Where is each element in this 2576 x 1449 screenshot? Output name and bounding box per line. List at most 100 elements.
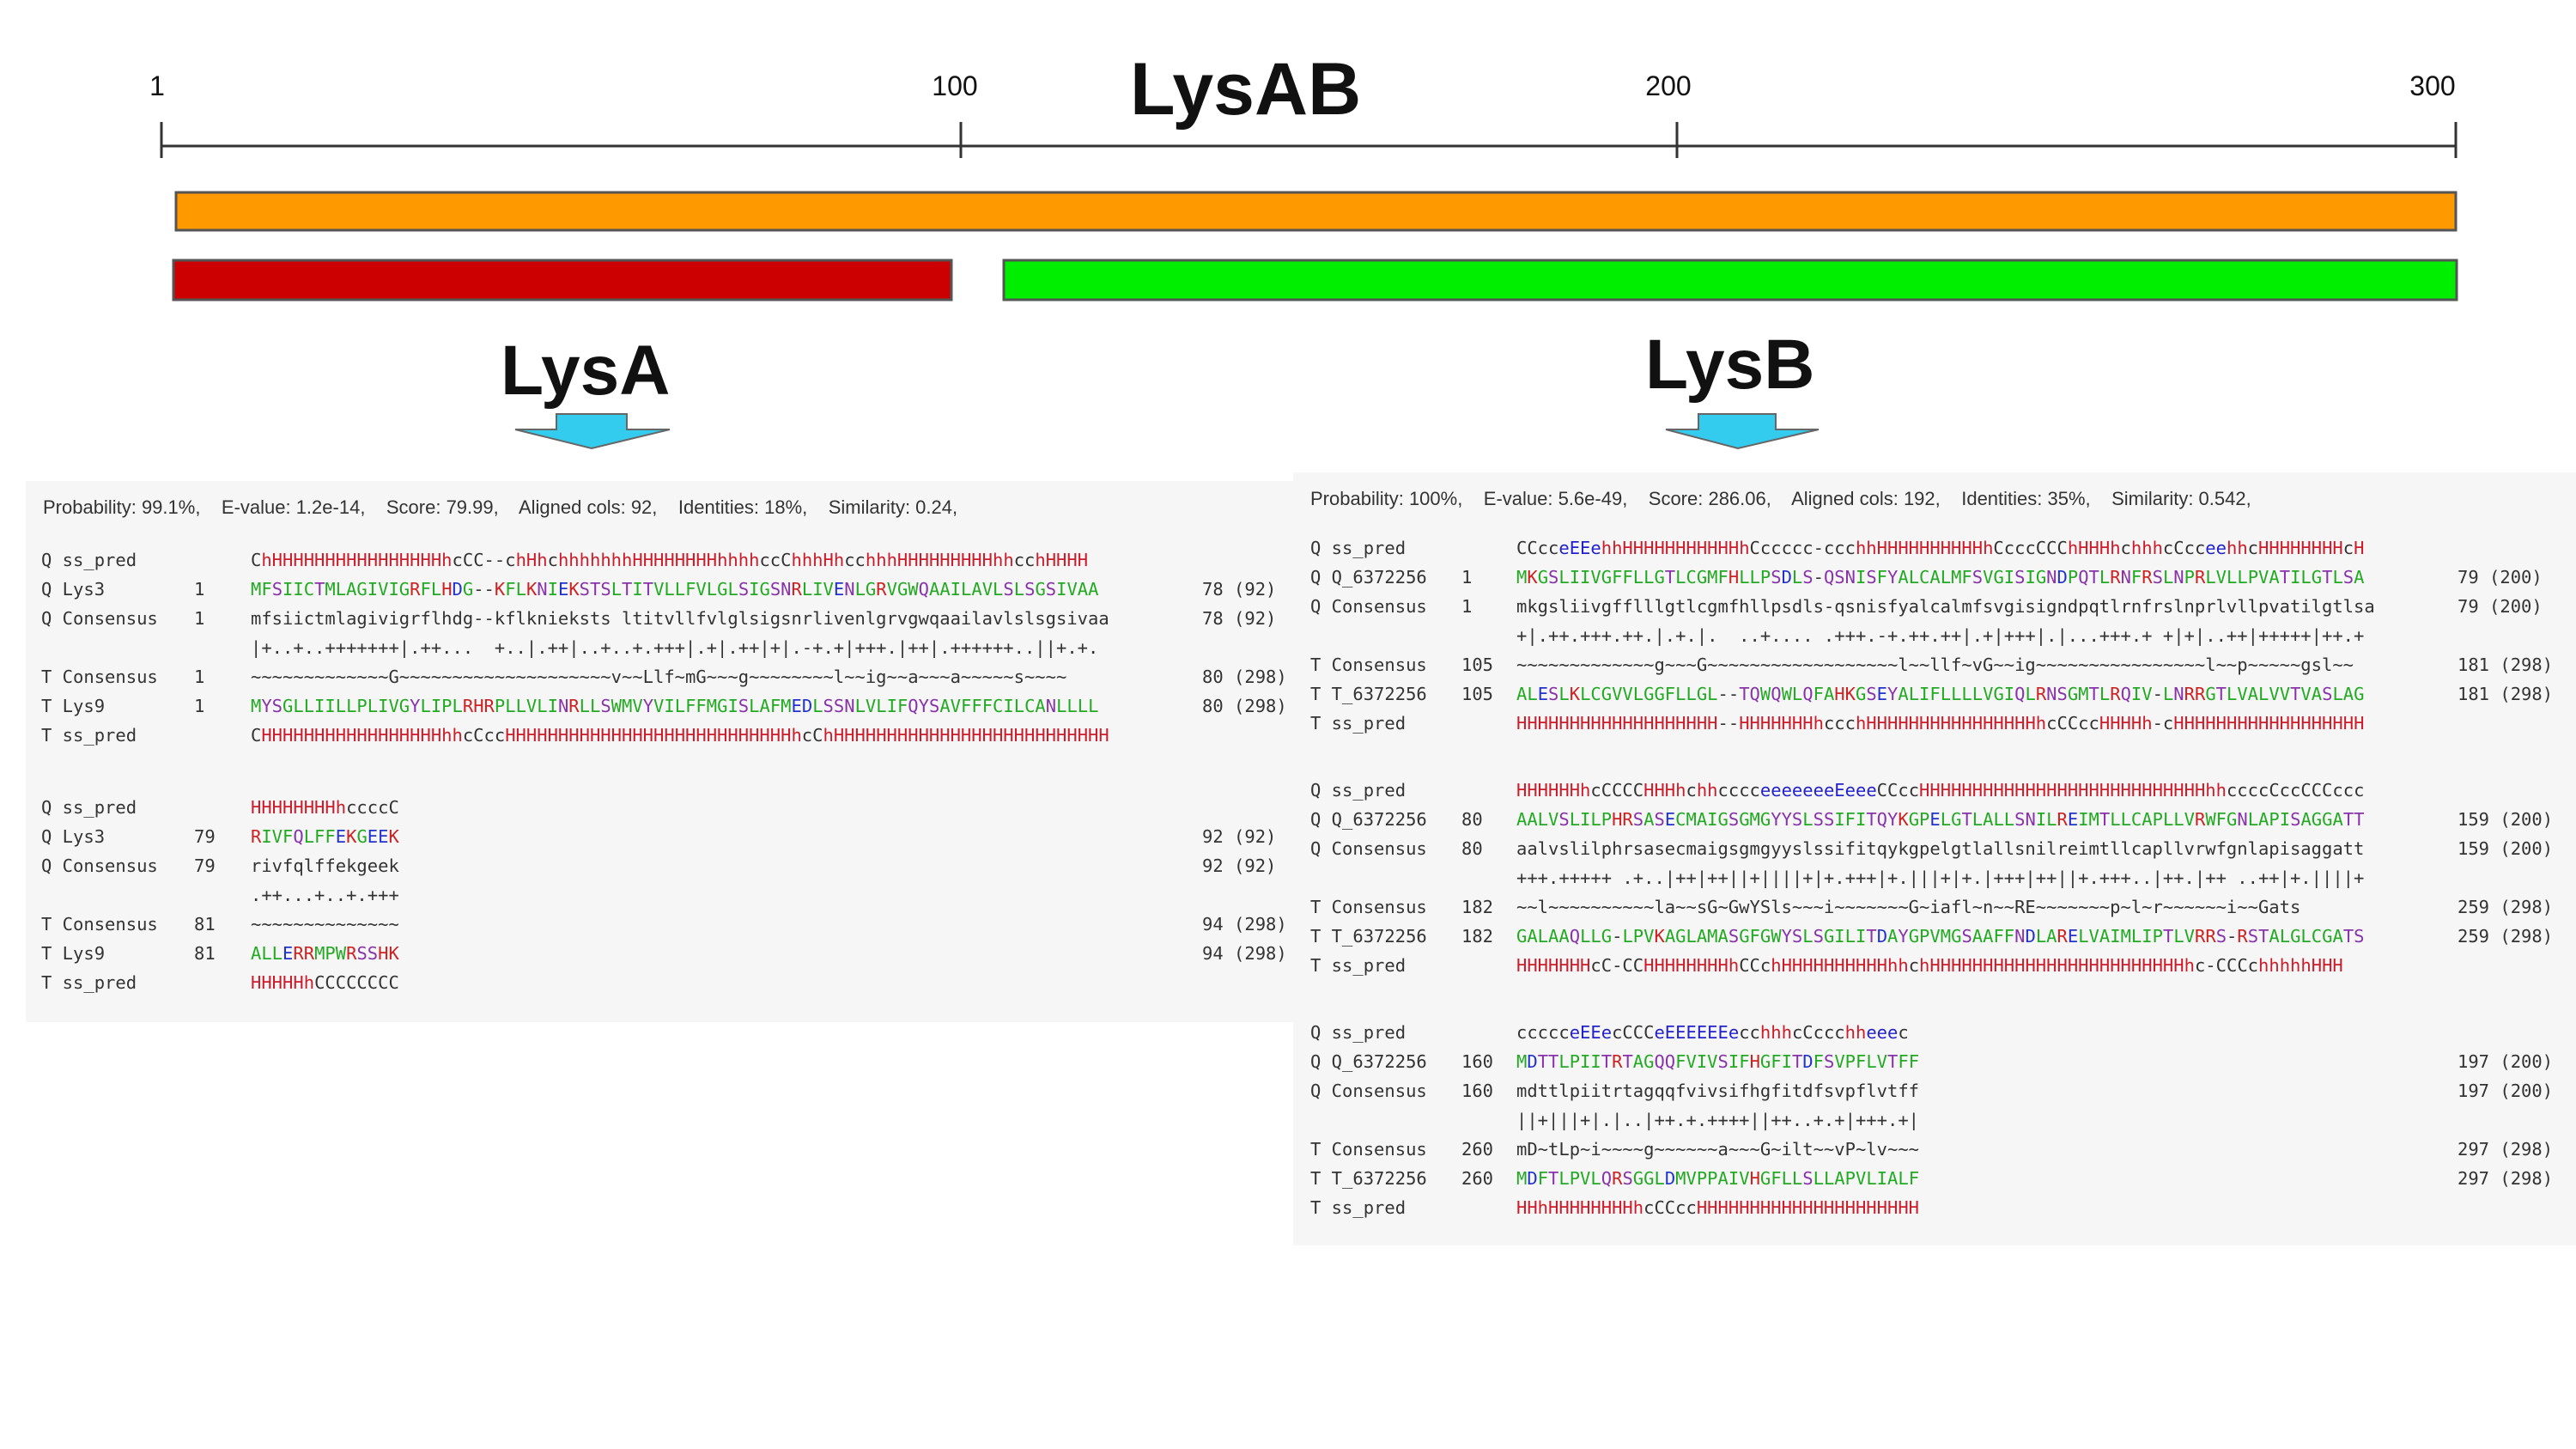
row-sequence: ~~~~~~~~~~~~~~	[251, 914, 399, 935]
row-label: Q Consensus	[41, 608, 158, 629]
row-sequence: AALVSLILPHRSASECMAIGSGMGYYSLSSIFITQYKGPE…	[1516, 809, 2365, 830]
row-end-position: 80 (298)	[1202, 696, 1287, 716]
scale-tick-label: 100	[932, 70, 978, 101]
row-start-position: 80	[1461, 809, 1483, 830]
lysb-alignment-panel: Probability: 100%, E-value: 5.6e-49, Sco…	[1293, 472, 2576, 1245]
row-end-position: 181 (298)	[2458, 654, 2554, 675]
row-sequence: HHHHHHHHHHHHHHHHHHH--HHHHHHHhccchHHHHHHH…	[1516, 713, 2365, 734]
row-label: Q ss_pred	[1310, 1022, 1406, 1043]
row-label: Q ss_pred	[41, 797, 137, 818]
row-label: Q Lys3	[41, 826, 106, 847]
row-start-position: 81	[194, 914, 216, 935]
scale-tick-label: 1	[149, 70, 165, 101]
row-end-position: 78 (92)	[1202, 579, 1277, 600]
row-sequence: mfsiictmlagivigrflhdg--kflknieksts ltitv…	[251, 608, 1109, 629]
row-sequence: ChHHHHHHHHHHHHHHHHhcCC--chHhchhhhhhhHHHH…	[251, 550, 1089, 570]
row-end-position: 297 (298)	[2458, 1139, 2554, 1160]
row-label: T Consensus	[1310, 897, 1427, 917]
row-sequence: +|.++.+++.++.|.+.|. ..+.... .+++.-+.++.+…	[1516, 625, 2365, 646]
row-sequence: ALLERRMPWRSSHK	[251, 943, 399, 964]
row-end-position: 259 (298)	[2458, 926, 2554, 947]
row-label: Q Consensus	[1310, 1081, 1427, 1101]
row-label: Q Lys3	[41, 579, 106, 600]
domain-bar-lysab	[174, 191, 2458, 232]
row-sequence: MKGSLIIVGFFLLGTLCGMFHLLPSDLS-QSNISFYALCA…	[1516, 567, 2365, 588]
row-label: Q Q_6372256	[1310, 809, 1427, 830]
row-start-position: 81	[194, 943, 216, 964]
row-label: T ss_pred	[41, 725, 137, 746]
row-label: T Consensus	[41, 914, 158, 935]
row-start-position: 182	[1461, 926, 1494, 947]
row-label: Q ss_pred	[1310, 538, 1406, 558]
row-end-position: 92 (92)	[1202, 855, 1277, 876]
row-start-position: 80	[1461, 838, 1483, 859]
row-label: Q Consensus	[41, 855, 158, 876]
row-start-position: 182	[1461, 897, 1494, 917]
row-sequence: GALAAQLLG-LPVKAGLAMASGFGWYSLSGILITDAYGPV…	[1516, 926, 2365, 947]
row-sequence: ~~~~~~~~~~~~~g~~~G~~~~~~~~~~~~~~~~~~l~~l…	[1516, 654, 2354, 675]
row-label: T T_6372256	[1310, 1168, 1427, 1189]
row-sequence: MYSGLLIILLPLIVGYLIPLRHRPLLVLINRLLSWMVYVI…	[251, 696, 1099, 716]
domain-map	[160, 122, 2458, 450]
row-sequence: HHhHHHHHHHHhcCCccHHHHHHHHHHHHHHHHHHHHH	[1516, 1197, 1920, 1218]
row-end-position: 94 (298)	[1202, 914, 1287, 935]
row-start-position: 1	[194, 579, 205, 600]
row-start-position: 1	[194, 667, 205, 687]
row-end-position: 79 (200)	[2458, 567, 2543, 588]
row-end-position: 259 (298)	[2458, 897, 2554, 917]
row-label: T T_6372256	[1310, 926, 1427, 947]
row-sequence: aalvslilphrsasecmaigsgmgyyslssifitqykgpe…	[1516, 838, 2365, 859]
row-sequence: HHHHHhCCCCCCCC	[251, 972, 399, 993]
row-label: T Consensus	[1310, 1139, 1427, 1160]
row-label: T Consensus	[1310, 654, 1427, 675]
row-label: Q Consensus	[1310, 596, 1427, 617]
row-start-position: 1	[1461, 596, 1473, 617]
row-sequence: ccccceEEecCCCeEEEEEEecchhhcCccchheeec	[1516, 1022, 1909, 1043]
row-start-position: 79	[194, 826, 216, 847]
row-end-position: 80 (298)	[1202, 667, 1287, 687]
row-start-position: 260	[1461, 1139, 1494, 1160]
lysa-label: LysA	[501, 332, 671, 410]
row-sequence: +++.+++++ .+..|++|++||+||||+|+.+++|+.|||…	[1516, 868, 2365, 888]
row-sequence: MDFTLPVLQRSGGLDMVPPAIVHGFLLSLLAPVLIALF	[1516, 1168, 1920, 1189]
row-label: T ss_pred	[1310, 713, 1406, 734]
row-start-position: 160	[1461, 1051, 1494, 1072]
row-start-position: 1	[194, 608, 205, 629]
row-label: T Lys9	[41, 696, 106, 716]
row-sequence: ||+|||+|.|..|++.+.++++||++..+.+|+++.+|	[1516, 1110, 1919, 1130]
row-label: Q Q_6372256	[1310, 567, 1427, 588]
scale-tick-label: 300	[2409, 70, 2456, 101]
arrow-lysb	[1665, 413, 1820, 450]
row-sequence: CHHHHHHHHHHHHHHHHHhhcCccHHHHHHHHHHHHHHHH…	[251, 725, 1109, 746]
row-end-position: 78 (92)	[1202, 608, 1277, 629]
row-start-position: 1	[1461, 567, 1473, 588]
row-end-position: 159 (200)	[2458, 838, 2554, 859]
row-label: Q ss_pred	[41, 550, 137, 570]
lysa-alignment-panel: Probability: 99.1%, E-value: 1.2e-14, Sc…	[26, 481, 1305, 1022]
lysb-label: LysB	[1645, 326, 1815, 404]
row-label: T Lys9	[41, 943, 106, 964]
row-sequence: mD~tLp~i~~~~g~~~~~~a~~~G~ilt~~vP~lv~~~	[1516, 1139, 1919, 1160]
row-sequence: HHHHHHhcCCCCHHHhchhcccceeeeeeeEeeeCCccHH…	[1516, 780, 2365, 801]
row-start-position: 105	[1461, 654, 1494, 675]
row-label: Q Q_6372256	[1310, 1051, 1427, 1072]
row-label: T Consensus	[41, 667, 158, 687]
row-sequence: MDTTLPIITRTAGQQFVIVSIFHGFITDFSVPFLVTFF	[1516, 1051, 1920, 1072]
row-label: Q ss_pred	[1310, 780, 1406, 801]
scale-ruler	[160, 122, 2458, 158]
row-sequence: |+..+..+++++++|.++... +..|.++|..+..+.+++…	[251, 637, 1099, 658]
row-sequence: ~~~~~~~~~~~~~G~~~~~~~~~~~~~~~~~~~~v~~Llf…	[251, 667, 1067, 687]
domain-bar-lysb	[1002, 259, 2458, 301]
row-end-position: 181 (298)	[2458, 684, 2554, 704]
row-end-position: 94 (298)	[1202, 943, 1287, 964]
row-start-position: 1	[194, 696, 205, 716]
row-end-position: 79 (200)	[2458, 596, 2543, 617]
domain-bar-lysa	[172, 259, 953, 301]
row-start-position: 105	[1461, 684, 1494, 704]
row-start-position: 79	[194, 855, 216, 876]
page-title: LysAB	[1130, 48, 1362, 131]
row-end-position: 159 (200)	[2458, 809, 2554, 830]
row-end-position: 197 (200)	[2458, 1081, 2554, 1101]
row-sequence: CCcceEEehhHHHHHHHHHHHhCccccc-ccchhHHHHHH…	[1516, 538, 2365, 558]
arrow-lysa	[514, 413, 671, 450]
